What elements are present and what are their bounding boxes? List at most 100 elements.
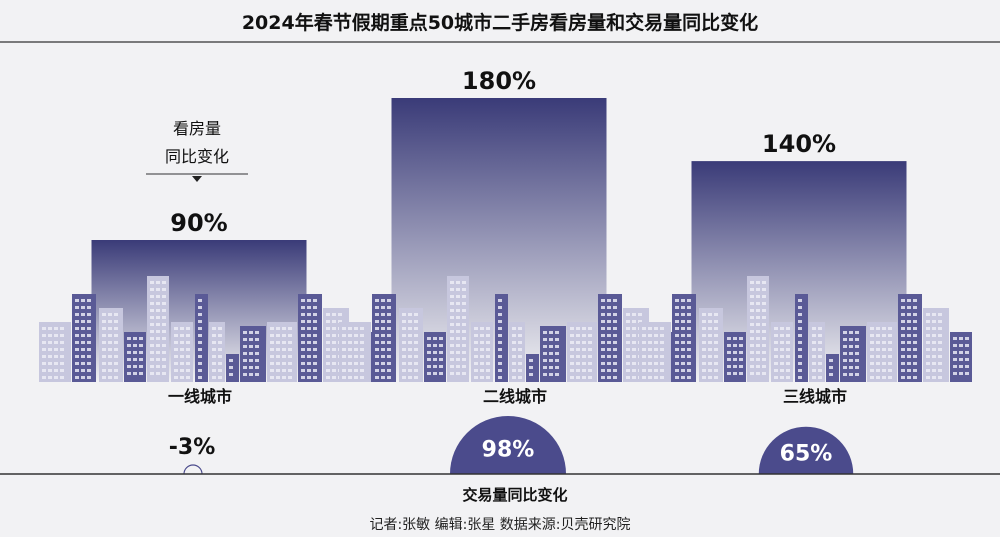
building-window [60, 348, 64, 351]
building-window [48, 355, 52, 358]
building-window [387, 362, 391, 365]
building-window [375, 348, 379, 351]
building-window [576, 327, 580, 330]
building-window [276, 369, 280, 372]
building-window [150, 365, 154, 368]
building [171, 322, 193, 382]
building-window [387, 334, 391, 337]
building-window [282, 362, 286, 365]
building-window [474, 348, 478, 351]
building-window [301, 313, 305, 316]
building-window [870, 376, 874, 379]
building-window [626, 376, 630, 379]
building-window [81, 355, 85, 358]
building-window [480, 348, 484, 351]
building-window [42, 355, 46, 358]
building-window [402, 376, 406, 379]
building-window [456, 372, 460, 375]
building-window [87, 376, 91, 379]
building-window [601, 313, 605, 316]
building-window [756, 337, 760, 340]
building-window [570, 355, 574, 358]
building-window [660, 327, 664, 330]
building-window [812, 362, 816, 365]
building-window [654, 327, 658, 330]
building-window [613, 334, 617, 337]
building-window [953, 358, 957, 361]
building-window [938, 362, 942, 365]
building-window [607, 376, 611, 379]
building-window [288, 334, 292, 337]
building-window [498, 320, 502, 323]
building-window [402, 320, 406, 323]
building-window [218, 369, 222, 372]
building-window [87, 334, 91, 337]
building-window [186, 355, 190, 358]
building-window [938, 369, 942, 372]
building-window [387, 313, 391, 316]
building-window [876, 355, 880, 358]
building-window [855, 373, 859, 376]
building-window [127, 337, 131, 340]
building-window [375, 320, 379, 323]
building-window [687, 341, 691, 344]
building-window [255, 359, 259, 362]
building-window [739, 365, 743, 368]
building-window [849, 352, 853, 355]
building-window [87, 355, 91, 358]
building-window [818, 355, 822, 358]
building-window [102, 320, 106, 323]
building-window [642, 348, 646, 351]
building-window [381, 362, 385, 365]
building-window [408, 376, 412, 379]
building-window [114, 376, 118, 379]
building-window [180, 348, 184, 351]
building-window [162, 365, 166, 368]
building-window [218, 362, 222, 365]
building-window [174, 341, 178, 344]
building-window [150, 323, 154, 326]
category-label: 三线城市 [783, 387, 847, 406]
building-window [576, 341, 580, 344]
building-window [133, 337, 137, 340]
building-window [456, 309, 460, 312]
building-window [360, 334, 364, 337]
building-window [162, 337, 166, 340]
building-window [756, 351, 760, 354]
building-window [326, 341, 330, 344]
building [267, 322, 297, 382]
building-window [818, 348, 822, 351]
building-window [756, 288, 760, 291]
building-window [648, 355, 652, 358]
building-window [882, 362, 886, 365]
building-window [156, 281, 160, 284]
building-window [576, 334, 580, 337]
building-window [733, 358, 737, 361]
building-window [702, 376, 706, 379]
building-window [654, 355, 658, 358]
building-window [381, 341, 385, 344]
building-window [714, 334, 718, 337]
building-window [876, 327, 880, 330]
building-window [660, 334, 664, 337]
building-window [626, 369, 630, 372]
building-window [829, 366, 833, 369]
building-window [462, 302, 466, 305]
building-window [156, 316, 160, 319]
building-window [162, 358, 166, 361]
building-window [282, 334, 286, 337]
building-window [348, 369, 352, 372]
building-window [675, 348, 679, 351]
building-window [756, 316, 760, 319]
building-window [375, 299, 379, 302]
building-window [582, 369, 586, 372]
building-window [402, 341, 406, 344]
building-window [733, 337, 737, 340]
building-window [702, 334, 706, 337]
building-window [926, 362, 930, 365]
building-window [114, 348, 118, 351]
building-window [114, 341, 118, 344]
building-window [456, 323, 460, 326]
building-window [876, 341, 880, 344]
